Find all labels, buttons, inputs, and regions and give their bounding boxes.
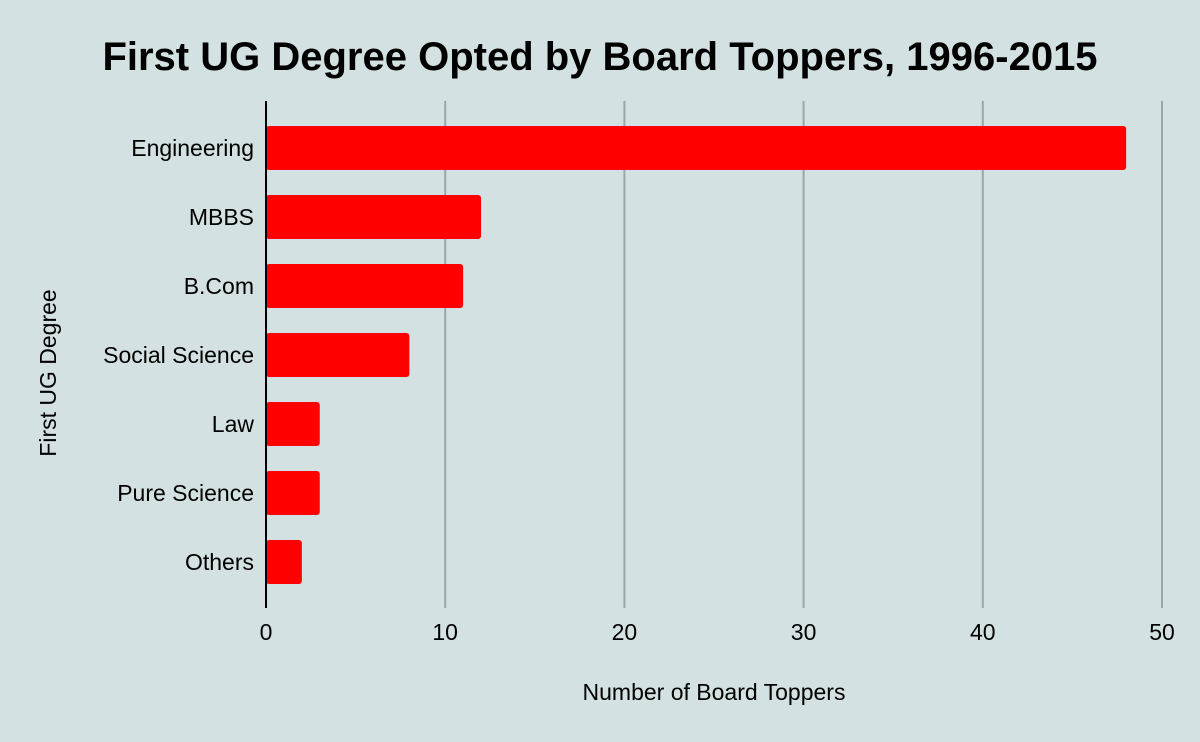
x-tick-label-0: 0 (260, 619, 273, 645)
bar-engineering (266, 126, 1127, 170)
bar-others (266, 540, 302, 584)
y-tick-label-law: Law (212, 411, 255, 437)
bar-law (266, 402, 320, 446)
y-tick-label-others: Others (185, 549, 254, 575)
gridlines (444, 101, 1163, 608)
x-tick-labels: 0 10 20 30 40 50 (260, 619, 1175, 645)
bar-mbbs (266, 195, 482, 239)
y-tick-label-b-com: B.Com (184, 273, 254, 299)
x-axis-label: Number of Board Toppers (583, 679, 846, 705)
x-tick-label-40: 40 (970, 619, 996, 645)
y-tick-label-social-science: Social Science (103, 342, 254, 368)
y-tick-label-engineering: Engineering (131, 135, 254, 161)
y-tick-labels: Engineering MBBS B.Com Social Science Law Pur… (103, 135, 254, 575)
y-tick-label-mbbs: MBBS (189, 204, 254, 230)
bar-b-com (266, 264, 464, 308)
x-tick-label-10: 10 (432, 619, 458, 645)
y-tick-label-pure-science: Pure Science (117, 480, 254, 506)
x-tick-label-20: 20 (612, 619, 638, 645)
chart-title: First UG Degree Opted by Board Toppers, … (102, 35, 1097, 79)
y-axis-label: First UG Degree (35, 289, 61, 456)
bars (266, 126, 1127, 584)
bar-pure-science (266, 471, 320, 515)
x-tick-label-50: 50 (1149, 619, 1175, 645)
bar-social-science (266, 333, 410, 377)
x-tick-label-30: 30 (791, 619, 817, 645)
